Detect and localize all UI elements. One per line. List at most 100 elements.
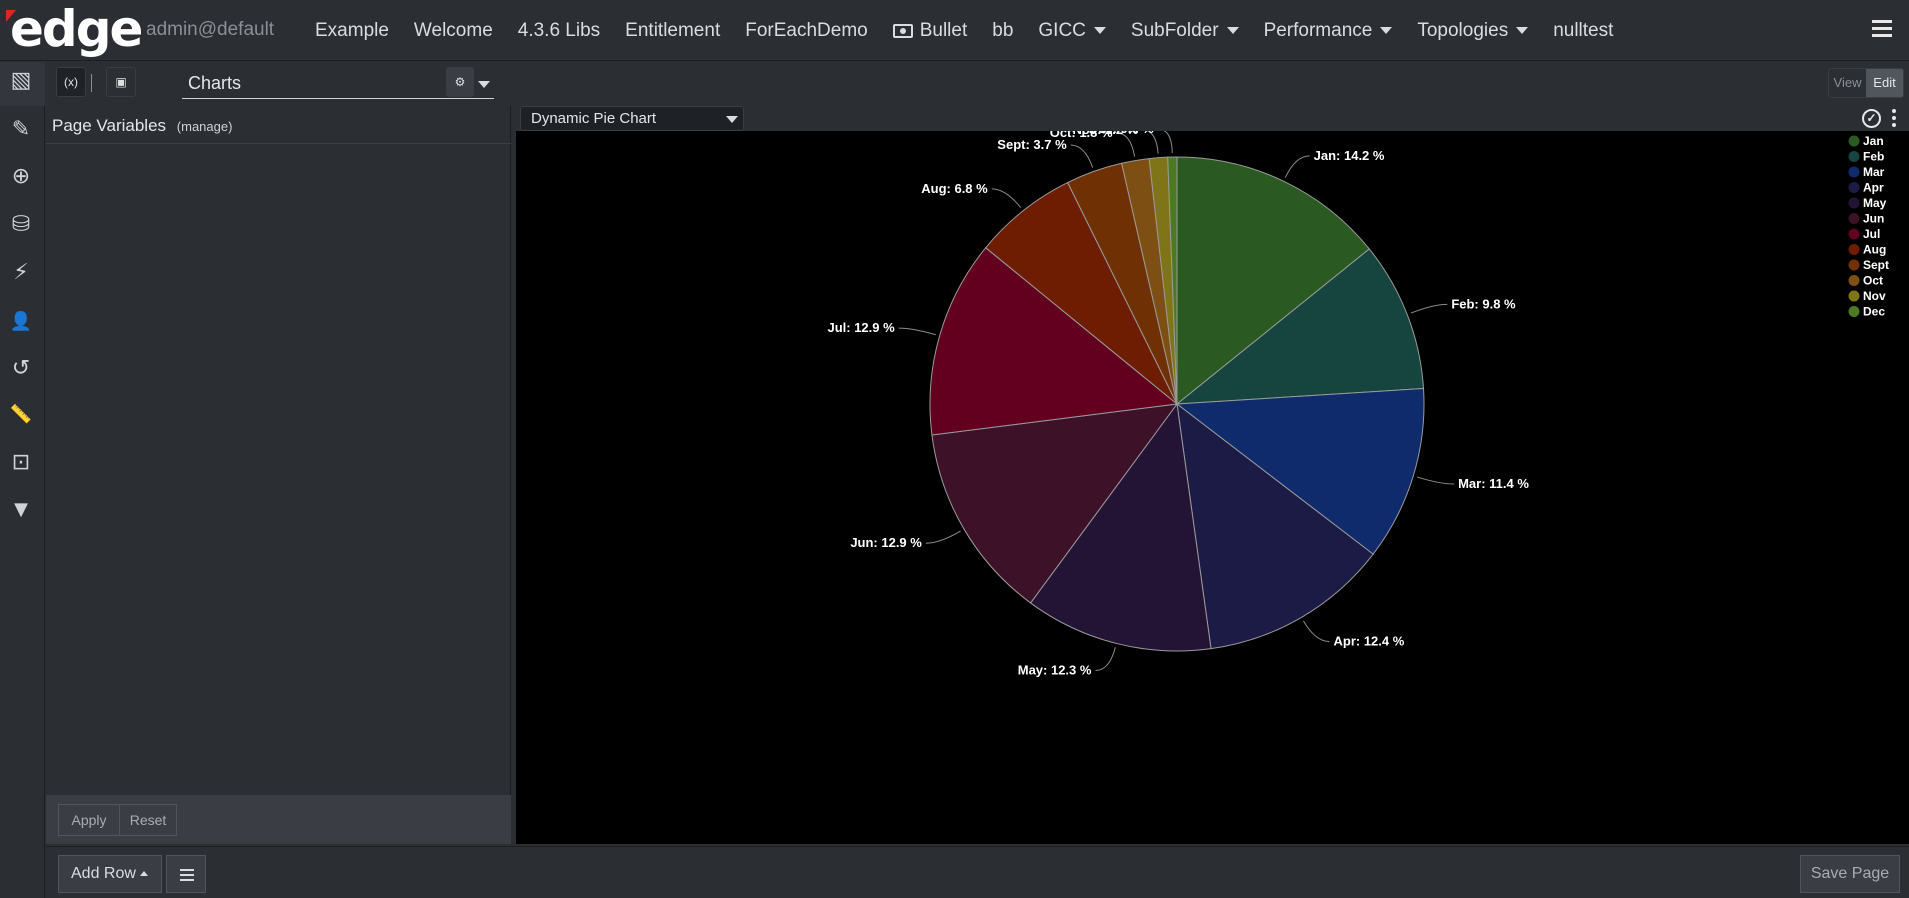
legend-swatch-jan[interactable] — [1848, 135, 1860, 147]
legend-entry-apr[interactable]: Apr — [1863, 181, 1884, 195]
chevron-down-icon — [1093, 27, 1106, 34]
pie-label-leader — [991, 188, 1022, 208]
legend-entry-mar[interactable]: Mar — [1863, 165, 1885, 179]
pie-slice-mar[interactable] — [1175, 387, 1425, 555]
apply-button[interactable]: Apply — [58, 804, 120, 836]
page-variables-panel: Page Variables (manage) Apply Reset — [46, 106, 511, 844]
sliders-icon[interactable] — [166, 855, 206, 893]
chevron-down-icon — [478, 81, 490, 88]
pie-slice-jul[interactable] — [929, 247, 1179, 436]
nav-item-label: nulltest — [1553, 19, 1614, 41]
user-icon[interactable]: 👤 — [9, 311, 33, 332]
page-variables-title: Page Variables (manage) — [52, 116, 232, 136]
pie-label-leader — [1416, 476, 1455, 485]
legend-swatch-dec[interactable] — [1848, 306, 1860, 317]
legend-entry-jun[interactable]: Jun — [1863, 212, 1884, 226]
edit-page-icon[interactable]: ✎ — [11, 117, 31, 142]
legend-swatch-jul[interactable] — [1848, 228, 1860, 240]
pie-data-label: Oct: 1.8 % — [1050, 131, 1113, 140]
chevron-down-icon — [726, 116, 738, 123]
legend-swatch-mar[interactable] — [1848, 166, 1860, 178]
pie-data-label: Dec: 0.6 % — [1089, 131, 1154, 136]
legend-entry-nov[interactable]: Nov — [1863, 289, 1886, 303]
add-row-button[interactable]: Add Row — [58, 855, 162, 893]
plugin-icon[interactable]: ⚡ — [13, 260, 29, 285]
nav-item-entitlement[interactable]: Entitlement — [625, 20, 720, 42]
nav-item-foreachdemo[interactable]: ForEachDemo — [745, 20, 868, 42]
pie-label-leader — [1095, 647, 1116, 672]
legend-entry-may[interactable]: May — [1863, 196, 1887, 210]
edit-mode-button[interactable]: Edit — [1866, 69, 1903, 97]
ruler-icon[interactable]: 📏 — [9, 404, 33, 425]
check-circle-icon[interactable]: ✓ — [1862, 109, 1881, 128]
nav-item-performance[interactable]: Performance — [1264, 20, 1393, 42]
nav-item-label: Performance — [1263, 19, 1373, 41]
hamburger-menu-icon[interactable] — [1872, 20, 1892, 38]
nav-item-bb[interactable]: bb — [992, 20, 1013, 42]
legend-swatch-aug[interactable] — [1848, 244, 1860, 255]
nav-item-label: Entitlement — [625, 19, 721, 41]
legend-swatch-oct[interactable] — [1848, 275, 1860, 286]
pie-data-label: Sept: 3.7 % — [997, 137, 1067, 152]
nav-item-subfolder[interactable]: SubFolder — [1131, 20, 1239, 42]
legend-swatch-feb[interactable] — [1848, 151, 1860, 162]
nav-item-label: SubFolder — [1130, 19, 1219, 41]
nav-item-label: Bullet — [919, 19, 968, 41]
legend-entry-dec[interactable]: Dec — [1863, 305, 1885, 319]
chart-header: Dynamic Pie Chart ✓ — [516, 106, 1909, 131]
page-variables-toggle-icon[interactable]: (x) — [56, 67, 86, 97]
reset-button[interactable]: Reset — [119, 804, 177, 836]
legend-swatch-apr[interactable] — [1848, 182, 1860, 193]
logo-text: edge — [10, 0, 143, 58]
data-search-icon[interactable]: ⛁ — [11, 212, 31, 237]
nav-item-gicc[interactable]: GICC — [1038, 20, 1106, 42]
chart-type-select[interactable]: Dynamic Pie Chart — [520, 106, 744, 131]
legend-entry-sept[interactable]: Sept — [1863, 258, 1889, 272]
pie-slice-may[interactable] — [1029, 402, 1212, 652]
legend-entry-oct[interactable]: Oct — [1863, 274, 1883, 288]
pie-label-leader — [1070, 144, 1094, 168]
top-bar: edge admin@default Example Welcome 4.3.6 L… — [0, 0, 1909, 61]
legend-swatch-jun[interactable] — [1848, 213, 1860, 224]
legend-entry-feb[interactable]: Feb — [1863, 150, 1884, 164]
panel-divider — [46, 143, 511, 144]
more-options-icon[interactable] — [1892, 109, 1898, 129]
legend-swatch-sept[interactable] — [1848, 259, 1860, 271]
save-page-button[interactable]: Save Page — [1800, 855, 1900, 893]
filter-icon[interactable]: ▼ — [14, 499, 28, 520]
nav-item-nulltest[interactable]: nulltest — [1553, 20, 1613, 42]
legend-entry-aug[interactable]: Aug — [1863, 243, 1886, 257]
manage-variables-link[interactable]: (manage) — [176, 119, 233, 134]
legend-entry-jul[interactable]: Jul — [1863, 227, 1880, 241]
pages-icon[interactable]: ▧ — [10, 68, 32, 93]
page-variables-footer: Apply Reset — [46, 795, 511, 844]
nav-item-topologies[interactable]: Topologies — [1417, 20, 1529, 42]
logo-accent — [6, 10, 16, 22]
variables-icon[interactable]: ⊡ — [11, 450, 31, 475]
add-page-icon[interactable]: ⊕ — [11, 164, 31, 189]
history-icon[interactable]: ↺ — [11, 356, 31, 381]
view-mode-button[interactable]: View — [1829, 69, 1866, 97]
pie-slice-aug[interactable] — [984, 181, 1178, 405]
nav-item-example[interactable]: Example — [315, 20, 389, 42]
pie-slice-feb[interactable] — [1175, 248, 1425, 405]
nav-item-bullet[interactable]: Bullet — [892, 19, 968, 42]
edge-logo[interactable]: edge — [6, 0, 143, 58]
legend-entry-jan[interactable]: Jan — [1863, 134, 1884, 148]
pie-slice-apr[interactable] — [1176, 402, 1374, 650]
page-selector[interactable]: Charts — [182, 67, 494, 99]
page-selector-label: Charts — [188, 73, 242, 93]
pie-slice-dec[interactable] — [1167, 156, 1178, 405]
pie-data-label: May: 12.3 % — [1018, 663, 1092, 678]
legend-swatch-nov[interactable] — [1848, 290, 1860, 302]
pie-slice-jun[interactable] — [931, 403, 1179, 604]
nav-item-welcome[interactable]: Welcome — [414, 20, 493, 42]
current-user[interactable]: admin@default — [146, 19, 275, 40]
legend-swatch-may[interactable] — [1848, 197, 1860, 209]
page-settings-icon[interactable]: ⚙ — [446, 67, 474, 97]
pie-slice-jan[interactable] — [1176, 156, 1370, 406]
nav-item-label: 4.3.6 Libs — [517, 19, 601, 41]
nav-item-label: ForEachDemo — [745, 19, 868, 41]
pie-data-label: Jan: 14.2 % — [1314, 148, 1385, 163]
nav-item-4-3-6-libs[interactable]: 4.3.6 Libs — [518, 20, 600, 42]
